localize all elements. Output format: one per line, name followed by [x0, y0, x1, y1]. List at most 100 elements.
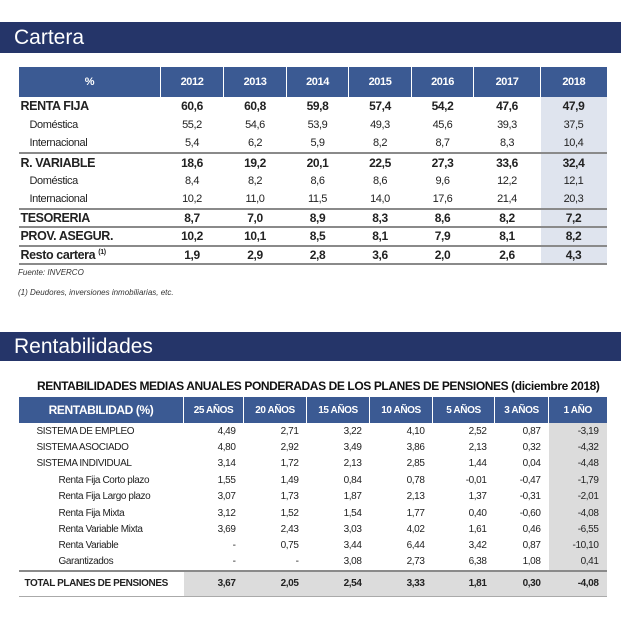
table-cell: 4,3 — [540, 244, 607, 266]
row-label-text: Internacional — [29, 192, 88, 205]
table-cell: 18,6 — [160, 151, 224, 172]
table-cell: 1,73 — [280, 491, 299, 503]
table-cell: 54,6 — [245, 118, 265, 131]
row-label-text: Internacional — [29, 136, 88, 149]
column-header: 2016 — [411, 67, 474, 97]
cartera-title: Cartera — [14, 25, 85, 49]
table-cell: 33,6 — [473, 151, 541, 172]
table-cell: -6,55 — [548, 521, 607, 538]
table-cell: 8,5 — [286, 226, 349, 246]
table-row: SISTEMA ASOCIADO 4,80 2,92 3,49 3,86 2,13 0,32… — [19, 439, 607, 456]
table-cell: 14,0 — [370, 192, 390, 205]
table-cell: 8,2 — [473, 207, 541, 228]
table-cell: 5,4 — [184, 136, 200, 149]
table-cell: 45,6 — [432, 118, 453, 131]
table-cell: 6,38 — [468, 556, 487, 568]
table-cell: 20,1 — [286, 151, 349, 172]
table-row: Doméstica 8,4 8,2 8,6 8,6 9,6 12,2 12,1 — [19, 171, 607, 190]
table-cell: 1,72 — [280, 458, 299, 470]
row-label-text: Doméstica — [29, 174, 79, 187]
table-cell: 22,5 — [348, 151, 412, 172]
table-cell: -3,19 — [548, 423, 607, 440]
table-cell: 60,8 — [244, 99, 266, 114]
table-cell: 0,78 — [406, 474, 425, 486]
column-header: 15 AÑOS — [306, 397, 370, 423]
table-cell: 3,22 — [343, 425, 362, 437]
table-cell: 12,1 — [540, 171, 607, 190]
row-label: Internacional — [19, 134, 161, 153]
table-cell: 2,6 — [473, 244, 541, 266]
column-header: 25 AÑOS — [183, 397, 244, 423]
table-cell: 2,9 — [223, 244, 287, 266]
table-cell: 1,87 — [343, 491, 362, 503]
footnote: (1) Deudores, inversiones inmobiliarias,… — [18, 288, 174, 297]
table-cell: 1,37 — [468, 491, 487, 503]
table-row: Doméstica 55,2 54,6 53,9 49,3 45,6 39,3 37,5 — [19, 115, 607, 135]
table-cell: -1,79 — [548, 472, 607, 489]
table-cell: 4,80 — [217, 442, 236, 454]
table-cell: 39,3 — [497, 118, 517, 131]
table-cell: 4,10 — [406, 425, 425, 437]
column-header: 10 AÑOS — [369, 397, 433, 423]
table-cell: 11,0 — [245, 192, 265, 205]
row-label: SISTEMA INDIVIDUAL — [36, 458, 132, 470]
table-cell: 27,3 — [411, 151, 474, 172]
column-header: 1 AÑO — [548, 397, 607, 423]
table-cell: -4,48 — [548, 455, 607, 473]
table-cell: 0,84 — [343, 474, 362, 486]
table-cell: 5,9 — [310, 136, 325, 149]
row-label: Renta Fija Corto plazo — [58, 474, 150, 486]
table-cell: -2,01 — [548, 488, 607, 505]
row-label: SISTEMA ASOCIADO — [36, 442, 129, 454]
row-label-text: Doméstica — [29, 118, 79, 131]
table-row: Renta Fija Corto plazo 1,55 1,49 0,84 0,78 -0… — [19, 472, 607, 489]
table-cell: 3,6 — [348, 244, 412, 266]
table-cell: 19,2 — [223, 151, 287, 172]
column-header: % — [18, 67, 161, 97]
table-cell: 8,3 — [499, 136, 515, 149]
row-label: Garantizados — [58, 556, 114, 568]
table-cell: 2,52 — [468, 425, 487, 437]
table-cell: 1,77 — [406, 507, 425, 519]
table-cell: 10,4 — [540, 134, 607, 153]
table-cell: 3,44 — [343, 540, 362, 552]
table-cell: 47,9 — [540, 97, 607, 116]
row-label-text: TESORERIA — [20, 210, 91, 225]
table-row: Internacional 10,2 11,0 11,5 14,0 17,6 21,4 20,… — [19, 189, 607, 209]
table-cell: 3,86 — [406, 442, 425, 454]
column-header: RENTABILIDAD (%) — [18, 397, 184, 423]
table-header-row: % 2012 2013 2014 2015 2016 2017 2018 — [18, 67, 607, 97]
table-cell: 7,0 — [223, 207, 287, 228]
table-cell: 6,2 — [247, 136, 263, 149]
row-label: Renta Variable Mixta — [58, 524, 143, 536]
table-cell: 2,05 — [243, 569, 307, 598]
table-cell: 37,5 — [540, 115, 607, 135]
table-row: RENTA FIJA 60,6 60,8 59,8 57,4 54,2 47,6 47,9 — [19, 97, 607, 116]
table-cell: 2,92 — [280, 442, 299, 454]
table-cell: 2,43 — [280, 524, 299, 536]
table-row: Garantizados - - 3,08 2,73 6,38 1,08 0,41 — [19, 554, 607, 571]
table-cell: 1,52 — [280, 507, 299, 519]
table-cell: -0,60 — [519, 507, 541, 519]
table-cell: -0,01 — [465, 474, 487, 486]
table-cell: 0,87 — [522, 540, 541, 552]
table-cell: 6,44 — [406, 540, 425, 552]
table-cell: 8,7 — [435, 136, 450, 149]
table-cell: 0,75 — [280, 540, 299, 552]
table-cell: 2,13 — [406, 491, 425, 503]
table-cell: 8,2 — [372, 136, 388, 149]
table-cell: 7,2 — [540, 207, 607, 228]
table-cell: 21,4 — [497, 192, 517, 205]
row-label: TESORERIA — [18, 207, 161, 228]
table-cell: 2,71 — [280, 425, 299, 437]
table-row: Resto cartera (1) 1,9 2,9 2,8 3,6 2,0 2,6 4,3 — [18, 244, 607, 266]
row-label: Renta Fija Mixta — [58, 507, 125, 519]
column-header: 5 AÑOS — [432, 397, 495, 423]
table-cell: 3,42 — [468, 540, 487, 552]
table-cell: 0,40 — [468, 507, 487, 519]
row-label-text: Resto cartera — [20, 248, 96, 263]
column-header: 20 AÑOS — [243, 397, 307, 423]
row-label: SISTEMA DE EMPLEO — [36, 425, 135, 437]
table-cell: 1,54 — [343, 507, 362, 519]
table-cell: 10,1 — [223, 226, 287, 246]
